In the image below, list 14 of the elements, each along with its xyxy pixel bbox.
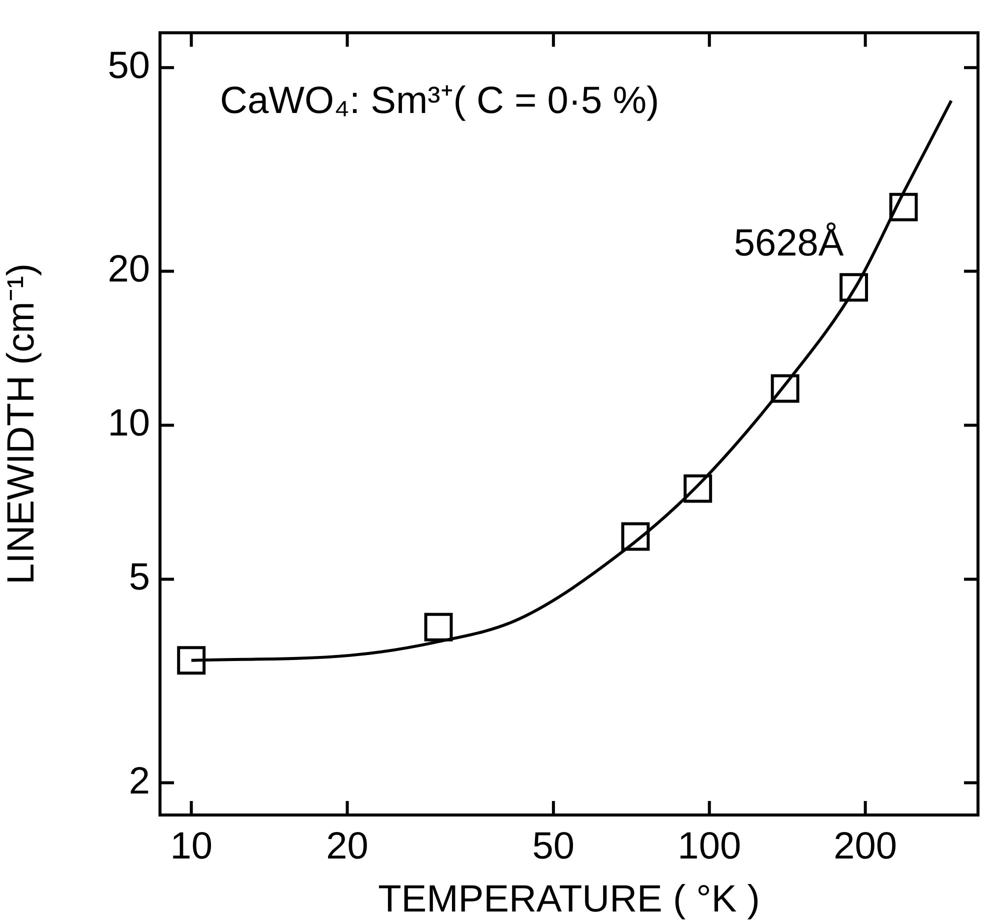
- y-tick-label: 10: [108, 402, 150, 445]
- series-label: 5628Å: [734, 221, 844, 264]
- x-tick-label: 100: [678, 825, 742, 868]
- x-axis-title: TEMPERATURE ( °K ): [378, 878, 760, 921]
- y-tick-label: 5: [128, 556, 150, 599]
- x-tick-label: 50: [532, 825, 575, 868]
- annotation: CaWO₄: Sm³⁺( C = 0·5 %): [220, 80, 660, 122]
- x-tick-label: 20: [326, 825, 368, 868]
- y-tick-label: 50: [108, 45, 150, 88]
- y-tick-label: 20: [108, 248, 150, 291]
- y-tick-label: 2: [128, 760, 150, 802]
- x-tick-label: 200: [834, 825, 898, 868]
- x-tick-label: 10: [170, 825, 212, 868]
- y-axis-title: LINEWIDTH (cm⁻¹): [0, 263, 42, 584]
